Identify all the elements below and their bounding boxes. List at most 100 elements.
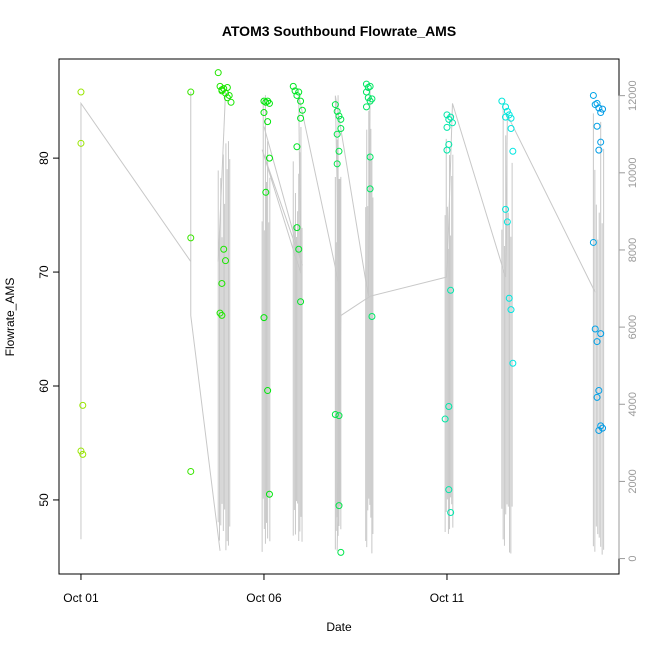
data-point xyxy=(291,87,299,95)
data-point xyxy=(79,401,87,409)
data-point xyxy=(337,115,345,123)
data-point xyxy=(364,83,372,91)
data-point xyxy=(509,147,517,155)
y2-tick-label: 4000 xyxy=(627,392,639,416)
data-point xyxy=(335,112,343,120)
data-point xyxy=(264,387,272,395)
data-point xyxy=(335,412,343,420)
y-tick-label: 80 xyxy=(37,151,51,165)
y-tick-label: 60 xyxy=(37,379,51,393)
data-point xyxy=(297,97,305,105)
data-point xyxy=(79,450,87,458)
data-point xyxy=(366,82,374,90)
data-point xyxy=(445,486,453,494)
x-axis-label: Date xyxy=(326,620,352,634)
data-point xyxy=(227,98,235,106)
data-point xyxy=(443,146,451,154)
data-point xyxy=(293,91,301,99)
data-point xyxy=(366,185,374,193)
data-point xyxy=(335,502,343,510)
y2-tick-label: 2000 xyxy=(627,469,639,493)
data-point xyxy=(335,147,343,155)
data-point xyxy=(597,109,605,117)
data-point xyxy=(220,245,228,253)
y-axis-right: 0 2000 4000 6000 8000 10000 12000 xyxy=(618,80,639,562)
data-point xyxy=(262,98,270,106)
data-point xyxy=(265,99,273,107)
scatter-points xyxy=(77,69,607,556)
data-point xyxy=(331,410,339,418)
data-point xyxy=(502,205,510,213)
y2-tick-label: 10000 xyxy=(627,158,639,189)
data-point xyxy=(223,94,231,102)
data-point xyxy=(77,139,85,147)
secondary-series-lines xyxy=(80,89,605,555)
data-point xyxy=(443,123,451,131)
secondary-trend-line xyxy=(80,91,221,551)
data-point xyxy=(187,234,195,242)
y-tick-label: 50 xyxy=(37,493,51,507)
data-point xyxy=(597,138,605,146)
y2-tick-label: 6000 xyxy=(627,315,639,339)
data-point xyxy=(593,122,601,130)
data-point xyxy=(445,403,453,411)
data-point xyxy=(589,238,597,246)
data-point xyxy=(502,103,510,111)
data-point xyxy=(337,125,345,133)
data-point xyxy=(289,82,297,90)
data-point xyxy=(593,99,601,107)
data-point xyxy=(447,508,455,516)
y2-tick-label: 0 xyxy=(627,556,639,562)
data-point xyxy=(225,91,233,99)
data-point xyxy=(503,218,511,226)
x-tick-label: Oct 06 xyxy=(246,591,282,605)
data-point xyxy=(264,97,272,105)
data-point xyxy=(597,422,605,430)
x-tick-label: Oct 11 xyxy=(430,591,465,605)
data-point xyxy=(333,160,341,168)
data-point xyxy=(447,286,455,294)
data-point xyxy=(223,83,231,91)
chart-title: ATOM3 Southbound Flowrate_AMS xyxy=(222,23,456,39)
data-point xyxy=(599,105,607,113)
data-point xyxy=(264,118,272,126)
data-point xyxy=(297,298,305,306)
data-point xyxy=(216,309,224,317)
data-point xyxy=(498,97,506,105)
data-point xyxy=(597,330,605,338)
data-point xyxy=(509,359,517,367)
data-point xyxy=(337,548,345,556)
data-point xyxy=(507,306,515,314)
data-point xyxy=(293,143,301,151)
data-point xyxy=(214,69,222,77)
data-point xyxy=(218,311,226,319)
data-point xyxy=(260,314,268,322)
data-point xyxy=(187,467,195,475)
data-point xyxy=(507,125,515,133)
x-axis: Oct 01 Oct 06 Oct 11 xyxy=(63,573,465,605)
data-point xyxy=(595,387,603,395)
data-point xyxy=(260,109,268,117)
data-point xyxy=(366,97,374,105)
data-point xyxy=(502,113,510,121)
data-point xyxy=(441,415,449,423)
data-point xyxy=(443,111,451,119)
data-point xyxy=(595,146,603,154)
y-tick-label: 70 xyxy=(37,265,51,279)
data-point xyxy=(295,88,303,96)
data-point xyxy=(368,313,376,320)
data-point xyxy=(591,325,599,333)
data-point xyxy=(362,80,370,88)
data-point xyxy=(448,119,456,127)
data-point xyxy=(265,490,273,498)
data-point xyxy=(187,88,195,96)
data-point xyxy=(505,111,513,119)
data-point xyxy=(364,94,372,102)
y2-tick-label: 12000 xyxy=(627,80,639,111)
data-point xyxy=(297,114,305,122)
data-point xyxy=(593,393,601,401)
data-point xyxy=(218,87,226,95)
data-point xyxy=(362,103,370,111)
data-point xyxy=(295,245,303,253)
